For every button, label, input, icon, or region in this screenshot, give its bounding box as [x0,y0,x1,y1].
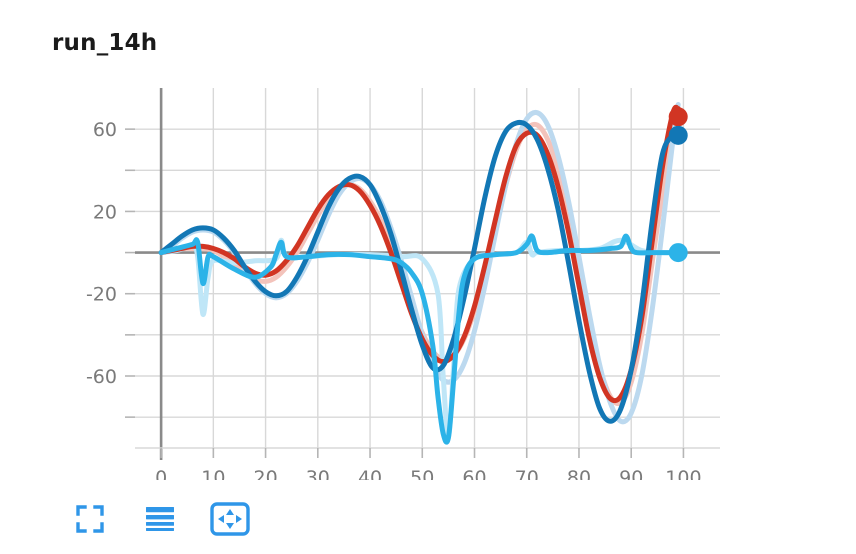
grid-lines [135,88,720,448]
list-lines-icon [144,505,176,533]
legend-lines-button[interactable] [140,499,180,539]
fullscreen-icon [75,504,105,534]
x-tick-label: 70 [515,467,539,480]
y-tick-label: -60 [86,366,117,388]
x-tick-label: 100 [665,467,701,480]
y-tick-label: -20 [86,284,117,306]
y-axis-tick-labels: 60 20 -20 -60 [86,119,117,388]
fullscreen-button[interactable] [70,499,110,539]
x-tick-label: 10 [201,467,225,480]
line-chart-svg[interactable]: 0 10 20 30 40 50 60 70 80 90 100 60 20 -20 -60 [0,60,856,480]
x-tick-label: 50 [410,467,434,480]
page-title: run_14h [52,30,158,56]
x-tick-label: 60 [462,467,486,480]
series-lines [158,101,681,445]
pan-move-icon [210,502,250,536]
tick-marks [125,128,720,458]
chart-toolbar[interactable] [70,494,250,544]
end-marker-series_red[interactable] [668,107,688,127]
series-line-series_cyan [158,233,681,445]
x-tick-label: 0 [155,467,167,480]
x-axis-tick-labels: 0 10 20 30 40 50 60 70 80 90 100 [155,467,702,480]
y-tick-label: 60 [93,119,117,141]
plot-area[interactable]: 0 10 20 30 40 50 60 70 80 90 100 60 20 -20 -60 [0,60,856,480]
y-tick-label: 20 [93,201,117,223]
x-tick-label: 40 [358,467,382,480]
x-tick-label: 30 [306,467,330,480]
x-tick-label: 90 [619,467,643,480]
pan-zoom-button[interactable] [210,499,250,539]
end-marker-series_cyan[interactable] [668,243,688,263]
x-tick-label: 20 [253,467,277,480]
series-line-series_blue [158,119,681,424]
x-tick-label: 80 [567,467,591,480]
end-point-markers[interactable] [668,107,688,263]
end-marker-series_blue[interactable] [668,125,688,145]
